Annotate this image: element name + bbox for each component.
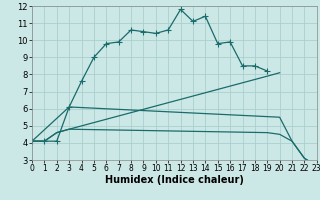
X-axis label: Humidex (Indice chaleur): Humidex (Indice chaleur) (105, 175, 244, 185)
